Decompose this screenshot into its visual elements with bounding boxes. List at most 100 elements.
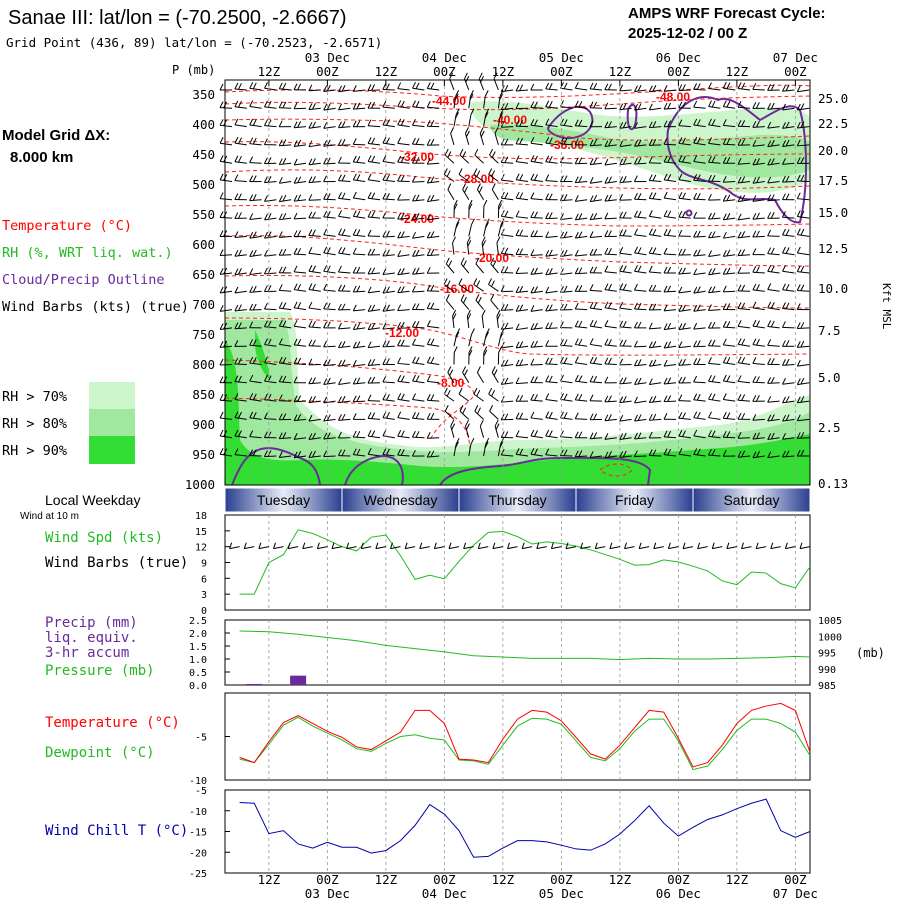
wind-barb [737,231,751,239]
panel-frame [224,789,811,874]
wind-barb [648,303,662,311]
wind-barb [337,284,351,292]
y-tick-label: -25 [189,869,207,880]
wind-barb [589,157,603,166]
wind-barb [574,195,588,202]
wind-barb [604,176,617,184]
contour-label: -28.00 [460,172,494,186]
wind-barb [278,301,292,311]
wind-barb [693,340,706,348]
wind-barb [382,304,395,312]
wind-barb [545,212,558,220]
wind-barb [530,376,543,384]
wind-barb [648,449,662,457]
wind-barb [293,230,307,238]
wind-barb [678,229,691,237]
wind-barb [338,378,351,386]
wind-barb [515,191,529,201]
wind-barb [293,414,307,422]
wind-barb [722,100,736,109]
wind-barb [678,101,691,109]
wind-barb [707,174,721,182]
precip-bar [246,683,263,685]
wind-barb [530,429,543,439]
wind-barb [426,284,440,292]
wind-barb [453,90,460,109]
wind-barb [752,230,765,238]
surface-wind-barb [273,542,284,550]
wind-barb [515,102,529,110]
wind-barb [382,448,395,457]
top-date-label: 03 Dec [305,50,350,65]
bottom-hour-label: 12Z [609,872,632,887]
wind-barb [708,430,721,439]
wind-barb [707,304,721,312]
wind-barb [707,193,721,201]
temperature-contour-labels: -44.00 -40.00 -48.00 -36.00 -32.00 -28.0… [385,90,690,390]
wind-barb [722,249,736,257]
wind-barb [453,108,460,127]
wind-barb [308,265,321,274]
wind-barb [722,338,736,347]
wind-barb [693,268,706,276]
height-tick-label: 17.5 [818,173,848,188]
wind-barb [426,119,440,128]
rh90-swatch [89,436,135,464]
wind-barb [293,139,307,147]
weekday-label: Thursday [488,492,546,508]
wind-speed-panel: 0 3 6 9 12 15 18 [195,511,811,617]
wind-barb [752,319,765,329]
wind-barb [473,278,484,292]
wind-barb [466,309,472,328]
wind-barb [663,377,677,385]
wind-barb [382,322,395,330]
wind-barb [796,340,810,348]
wind-barb [264,82,277,91]
wind-barb [589,231,603,238]
wind-barb [796,121,810,129]
wind-barb [708,118,721,128]
contour-label: -20.00 [475,251,509,265]
wind-barb [530,286,543,294]
wind-barb [444,405,455,420]
pressure-label: Pressure (mb) [45,663,155,679]
wind-barb [278,338,292,347]
wind-barb [604,283,617,292]
wind-barb [737,249,751,257]
surface-wind-barb [258,542,269,550]
wind-barb [782,302,795,311]
wind-barb [663,102,677,110]
rh80-label: RH > 80% [2,416,67,432]
wind-barb [663,448,677,457]
wind-barb [530,267,543,275]
wind-barb [367,192,381,201]
wind-barb [767,320,780,329]
rh70-label: RH > 70% [2,389,67,405]
wind-barb [619,140,632,148]
wind-barb [515,119,529,128]
surface-wind-barb [302,542,313,550]
wind-barb [752,195,765,202]
surface-wind-barb [770,542,781,550]
wind-barb [796,157,810,164]
wind-barb [737,82,751,91]
wind-barb [574,213,588,221]
wind-barb [382,136,395,146]
precip-sub1: liq. equiv. [45,630,138,646]
wind-barb [693,375,706,384]
wind-barb [293,433,307,440]
height-tick-label: 0.13 [818,476,848,491]
station-title: Sanae III: lat/lon = (-70.2500, -2.6667) [8,7,347,29]
wind-barb [737,450,751,458]
wind-barb [219,137,233,146]
wind-barb [530,119,543,128]
wind-barb [352,448,366,457]
wind-barb [264,195,277,202]
surface-wind-barb [404,542,416,550]
pressure-tick-label: 350 [192,87,215,102]
height-tick-label: 7.5 [818,323,841,338]
wind-barb [337,156,351,164]
wind-barb [574,320,588,329]
wind-barb [515,229,529,237]
wind-barb [767,121,780,129]
